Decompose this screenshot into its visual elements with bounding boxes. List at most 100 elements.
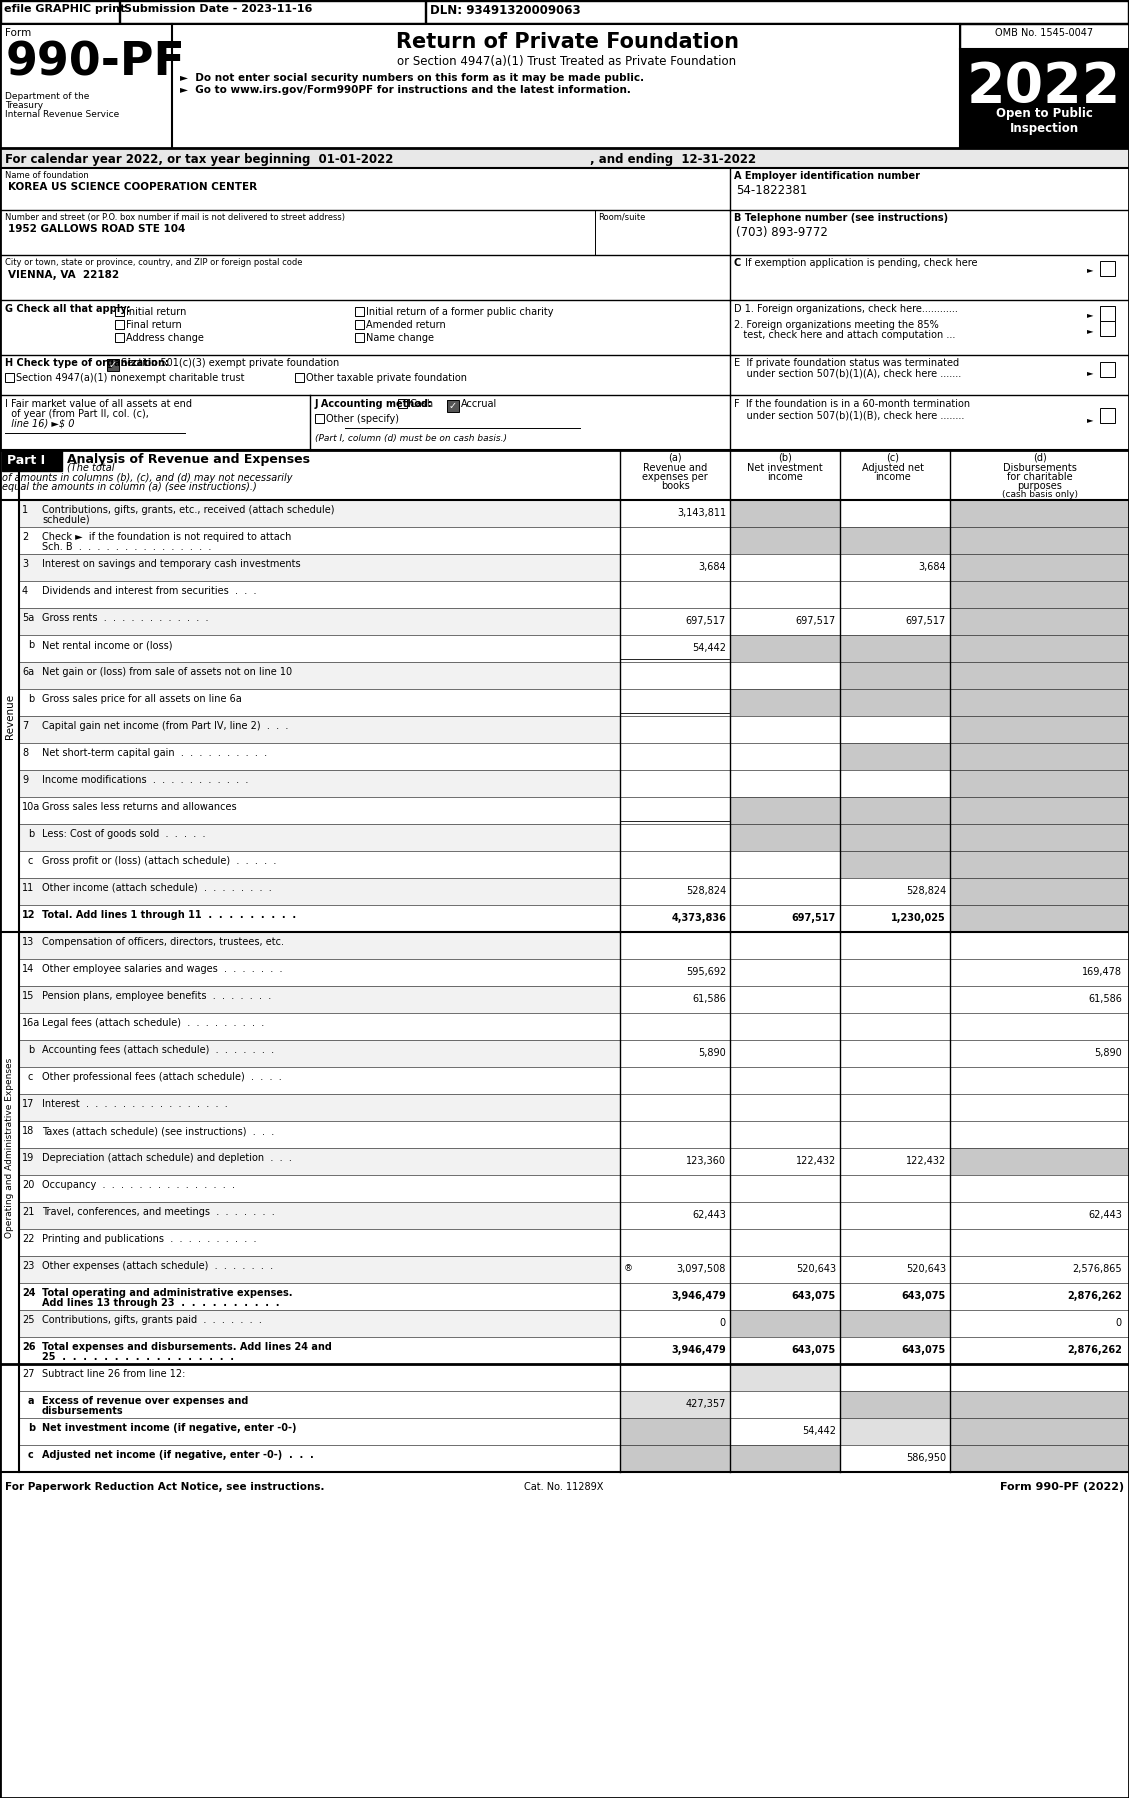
Text: 3: 3 bbox=[21, 559, 28, 568]
Bar bbox=[949, 1392, 1129, 1419]
Text: under section 507(b)(1)(B), check here ........: under section 507(b)(1)(B), check here .… bbox=[734, 410, 964, 421]
Text: ►: ► bbox=[1087, 369, 1094, 378]
Bar bbox=[949, 554, 1129, 581]
Text: Occupancy  .  .  .  .  .  .  .  .  .  .  .  .  .  .  .: Occupancy . . . . . . . . . . . . . . . bbox=[42, 1179, 235, 1190]
Text: Other employee salaries and wages  .  .  .  .  .  .  .: Other employee salaries and wages . . . … bbox=[42, 964, 282, 975]
Text: (703) 893-9772: (703) 893-9772 bbox=[736, 227, 828, 239]
Bar bbox=[315, 414, 324, 423]
Bar bbox=[295, 372, 304, 381]
Text: 4,373,836: 4,373,836 bbox=[671, 913, 726, 922]
Bar bbox=[19, 1203, 620, 1230]
Bar bbox=[19, 500, 620, 527]
Bar bbox=[19, 662, 620, 689]
Text: Pension plans, employee benefits  .  .  .  .  .  .  .: Pension plans, employee benefits . . . .… bbox=[42, 991, 271, 1001]
Text: 10a: 10a bbox=[21, 802, 41, 813]
Text: Other professional fees (attach schedule)  .  .  .  .: Other professional fees (attach schedule… bbox=[42, 1072, 282, 1082]
Text: (Part I, column (d) must be on cash basis.): (Part I, column (d) must be on cash basi… bbox=[315, 433, 507, 442]
Text: 11: 11 bbox=[21, 883, 34, 894]
Text: 24: 24 bbox=[21, 1287, 35, 1298]
Bar bbox=[840, 823, 949, 850]
Text: 643,075: 643,075 bbox=[902, 1291, 946, 1302]
Text: 3,684: 3,684 bbox=[918, 563, 946, 572]
Text: 54,442: 54,442 bbox=[802, 1426, 835, 1437]
Text: b: b bbox=[28, 640, 34, 651]
Text: Net gain or (loss) from sale of assets not on line 10: Net gain or (loss) from sale of assets n… bbox=[42, 667, 292, 678]
Text: City or town, state or province, country, and ZIP or foreign postal code: City or town, state or province, country… bbox=[5, 257, 303, 266]
Text: Gross rents  .  .  .  .  .  .  .  .  .  .  .  .: Gross rents . . . . . . . . . . . . bbox=[42, 613, 209, 622]
Text: Adjusted net income (if negative, enter -0-)  .  .  .: Adjusted net income (if negative, enter … bbox=[42, 1449, 314, 1460]
Bar bbox=[19, 1039, 620, 1066]
Text: 25: 25 bbox=[21, 1314, 35, 1325]
Text: Cat. No. 11289X: Cat. No. 11289X bbox=[524, 1482, 604, 1492]
Text: 62,443: 62,443 bbox=[1088, 1210, 1122, 1221]
Text: disbursements: disbursements bbox=[42, 1406, 123, 1417]
Text: 0: 0 bbox=[1115, 1318, 1122, 1329]
Text: 22: 22 bbox=[21, 1233, 35, 1244]
Text: Check ►  if the foundation is not required to attach: Check ► if the foundation is not require… bbox=[42, 532, 291, 541]
Text: 19: 19 bbox=[21, 1153, 34, 1163]
Text: ✓: ✓ bbox=[108, 360, 116, 370]
Text: KOREA US SCIENCE COOPERATION CENTER: KOREA US SCIENCE COOPERATION CENTER bbox=[8, 182, 257, 192]
Bar bbox=[949, 662, 1129, 689]
Bar bbox=[949, 1147, 1129, 1176]
Text: 2,876,262: 2,876,262 bbox=[1067, 1291, 1122, 1302]
Text: 1: 1 bbox=[21, 505, 28, 514]
Bar bbox=[19, 608, 620, 635]
Text: 697,517: 697,517 bbox=[791, 913, 835, 922]
Text: Submission Date - 2023-11-16: Submission Date - 2023-11-16 bbox=[124, 4, 313, 14]
Text: for charitable: for charitable bbox=[1007, 473, 1073, 482]
Text: Excess of revenue over expenses and: Excess of revenue over expenses and bbox=[42, 1395, 248, 1406]
Bar bbox=[120, 2, 425, 23]
Text: Adjusted net: Adjusted net bbox=[863, 464, 924, 473]
Text: 17: 17 bbox=[21, 1099, 34, 1109]
Bar bbox=[19, 985, 620, 1012]
Text: Address change: Address change bbox=[126, 333, 204, 343]
Text: J Accounting method:: J Accounting method: bbox=[315, 399, 432, 408]
Text: Name change: Name change bbox=[366, 333, 434, 343]
Text: (d): (d) bbox=[1033, 453, 1047, 464]
Text: 3,684: 3,684 bbox=[699, 563, 726, 572]
Bar bbox=[840, 743, 949, 770]
Bar bbox=[840, 797, 949, 823]
Text: c: c bbox=[28, 856, 34, 867]
Text: test, check here and attach computation ...: test, check here and attach computation … bbox=[734, 331, 955, 340]
Text: A Employer identification number: A Employer identification number bbox=[734, 171, 920, 182]
Bar bbox=[399, 399, 406, 408]
Bar bbox=[840, 527, 949, 554]
Text: 62,443: 62,443 bbox=[692, 1210, 726, 1221]
Text: Section 501(c)(3) exempt private foundation: Section 501(c)(3) exempt private foundat… bbox=[121, 358, 339, 369]
Text: Department of the: Department of the bbox=[5, 92, 89, 101]
Text: (a): (a) bbox=[668, 453, 682, 464]
Text: Return of Private Foundation: Return of Private Foundation bbox=[395, 32, 738, 52]
Text: 3,143,811: 3,143,811 bbox=[677, 509, 726, 518]
Text: equal the amounts in column (a) (see instructions).): equal the amounts in column (a) (see ins… bbox=[2, 482, 256, 493]
Text: schedule): schedule) bbox=[42, 514, 89, 525]
Text: 427,357: 427,357 bbox=[685, 1399, 726, 1410]
Text: 14: 14 bbox=[21, 964, 34, 975]
Bar bbox=[949, 500, 1129, 527]
Text: Compensation of officers, directors, trustees, etc.: Compensation of officers, directors, tru… bbox=[42, 937, 285, 948]
Bar bbox=[1, 2, 119, 23]
Text: 122,432: 122,432 bbox=[796, 1156, 835, 1165]
Text: 12: 12 bbox=[21, 910, 35, 921]
Text: Internal Revenue Service: Internal Revenue Service bbox=[5, 110, 120, 119]
Text: 3,946,479: 3,946,479 bbox=[672, 1291, 726, 1302]
Bar bbox=[620, 1419, 730, 1446]
Text: Sch. B  .  .  .  .  .  .  .  .  .  .  .  .  .  .  .: Sch. B . . . . . . . . . . . . . . . bbox=[42, 541, 211, 552]
Text: Net rental income or (loss): Net rental income or (loss) bbox=[42, 640, 173, 651]
Text: Printing and publications  .  .  .  .  .  .  .  .  .  .: Printing and publications . . . . . . . … bbox=[42, 1233, 256, 1244]
Bar bbox=[949, 877, 1129, 904]
Text: 697,517: 697,517 bbox=[685, 617, 726, 626]
Text: 990-PF: 990-PF bbox=[6, 40, 186, 85]
Text: Accounting fees (attach schedule)  .  .  .  .  .  .  .: Accounting fees (attach schedule) . . . … bbox=[42, 1045, 274, 1055]
Text: line 16) ►$ 0: line 16) ►$ 0 bbox=[5, 419, 75, 430]
Bar bbox=[107, 360, 119, 370]
Bar bbox=[949, 1446, 1129, 1473]
Bar bbox=[730, 527, 840, 554]
Bar bbox=[730, 797, 840, 823]
Text: 3,946,479: 3,946,479 bbox=[672, 1345, 726, 1356]
Text: Disbursements: Disbursements bbox=[1003, 464, 1077, 473]
Bar bbox=[1100, 361, 1115, 378]
Text: Form: Form bbox=[5, 29, 32, 38]
Text: 5,890: 5,890 bbox=[698, 1048, 726, 1057]
